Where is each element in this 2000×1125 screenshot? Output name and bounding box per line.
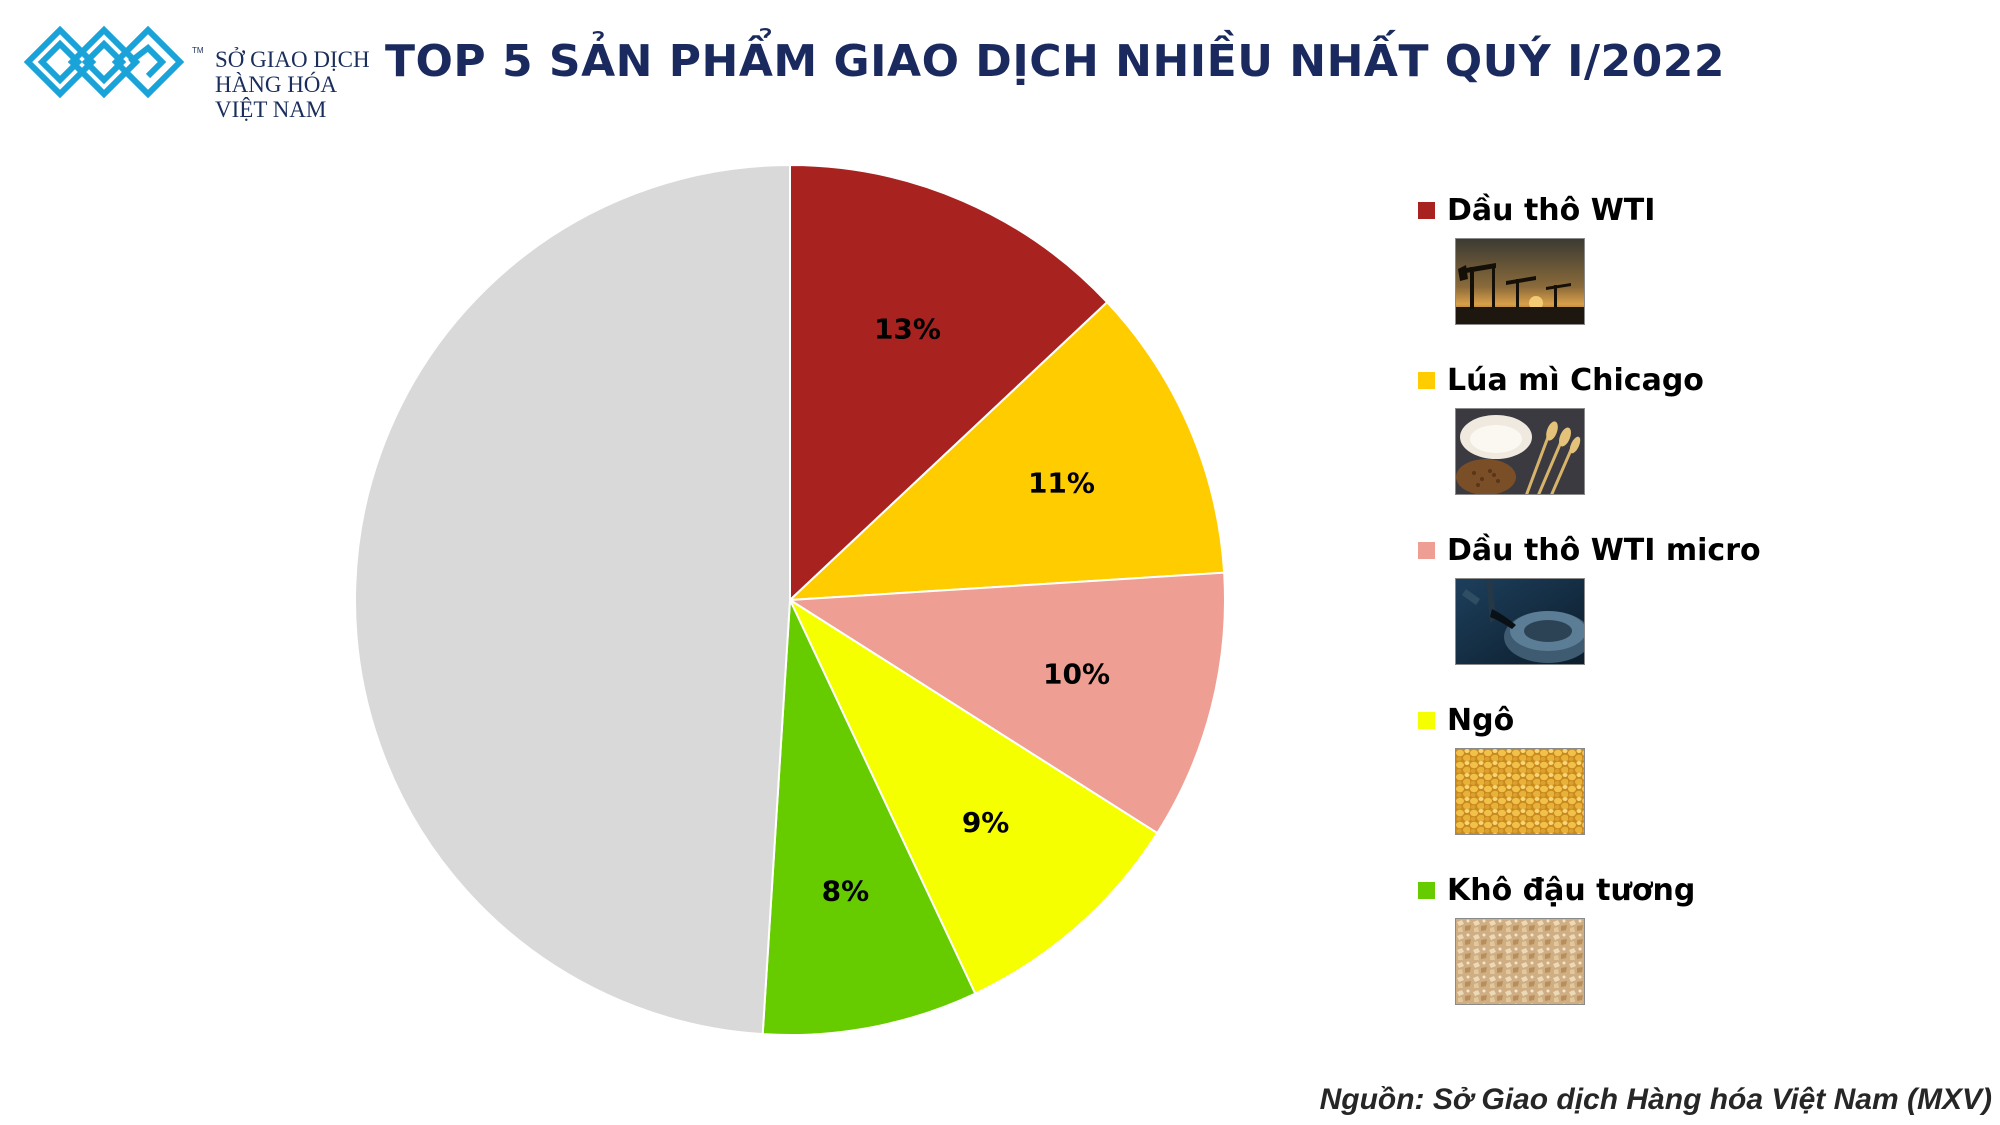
pie-chart: 13% 11% 10% 9% 8% [354, 163, 1226, 1036]
pie-data-label-2: 11% [1028, 467, 1095, 500]
pie-slice-4 [787, 597, 1159, 995]
trademark-mark: TM [192, 46, 204, 55]
corn-kernels-photo [1455, 748, 1585, 835]
soybean-meal-photo [1455, 918, 1585, 1005]
legend-label: Dầu thô WTI micro [1447, 532, 1761, 568]
brand-name-line-2: HÀNG HÓA [215, 72, 338, 97]
pie-slice-2 [787, 300, 1226, 602]
legend-swatch [1418, 881, 1435, 899]
brand-name-line-3: VIỆT NAM [215, 97, 327, 122]
brand-logo-mark [23, 25, 185, 99]
legend-label: Khô đậu tương [1447, 872, 1696, 908]
oil-barrel-photo [1455, 578, 1585, 665]
legend-swatch [1418, 371, 1435, 389]
pie-labels: 13% 11% 10% 9% 8% [822, 313, 1110, 908]
pie-slices [354, 163, 1226, 1036]
wheat-flour-photo [1455, 408, 1585, 495]
legend-swatch [1418, 201, 1435, 219]
legend-swatch [1418, 711, 1435, 729]
pie-slice-6 [354, 163, 791, 1036]
legend-label: Dầu thô WTI [1447, 192, 1656, 228]
chart-title: TOP 5 SẢN PHẨM GIAO DỊCH NHIỀU NHẤT QUÝ … [385, 36, 1725, 87]
oil-pumpjack-photo [1455, 238, 1585, 325]
pie-data-label-3: 10% [1043, 658, 1110, 691]
legend-item-corn: Ngô [1418, 700, 1978, 870]
legend-label: Ngô [1447, 702, 1515, 738]
pie-data-label-4: 9% [962, 806, 1010, 839]
pie-data-label-5: 8% [822, 875, 870, 908]
pie-slice-1 [789, 163, 1109, 603]
brand-name-line-1: SỞ GIAO DỊCH [215, 47, 370, 72]
brand-name: SỞ GIAO DỊCH HÀNG HÓA VIỆT NAM [215, 47, 370, 122]
legend-item-crude-oil-wti-micro: Dầu thô WTI micro [1418, 530, 1978, 700]
pie-slice-5 [761, 599, 977, 1036]
legend-item-chicago-wheat: Lúa mì Chicago [1418, 360, 1978, 530]
legend-item-soybean-meal: Khô đậu tương [1418, 870, 1978, 1040]
legend-label: Lúa mì Chicago [1447, 362, 1704, 398]
brand-logo: TM SỞ GIAO DỊCH HÀNG HÓA VIỆT NAM [20, 22, 370, 122]
source-note: Nguồn: Sở Giao dịch Hàng hóa Việt Nam (M… [1319, 1083, 1992, 1116]
legend-item-crude-oil-wti: Dầu thô WTI [1418, 190, 1978, 360]
pie-slice-3 [786, 571, 1226, 835]
legend-swatch [1418, 541, 1435, 559]
pie-data-label-1: 13% [874, 313, 941, 346]
